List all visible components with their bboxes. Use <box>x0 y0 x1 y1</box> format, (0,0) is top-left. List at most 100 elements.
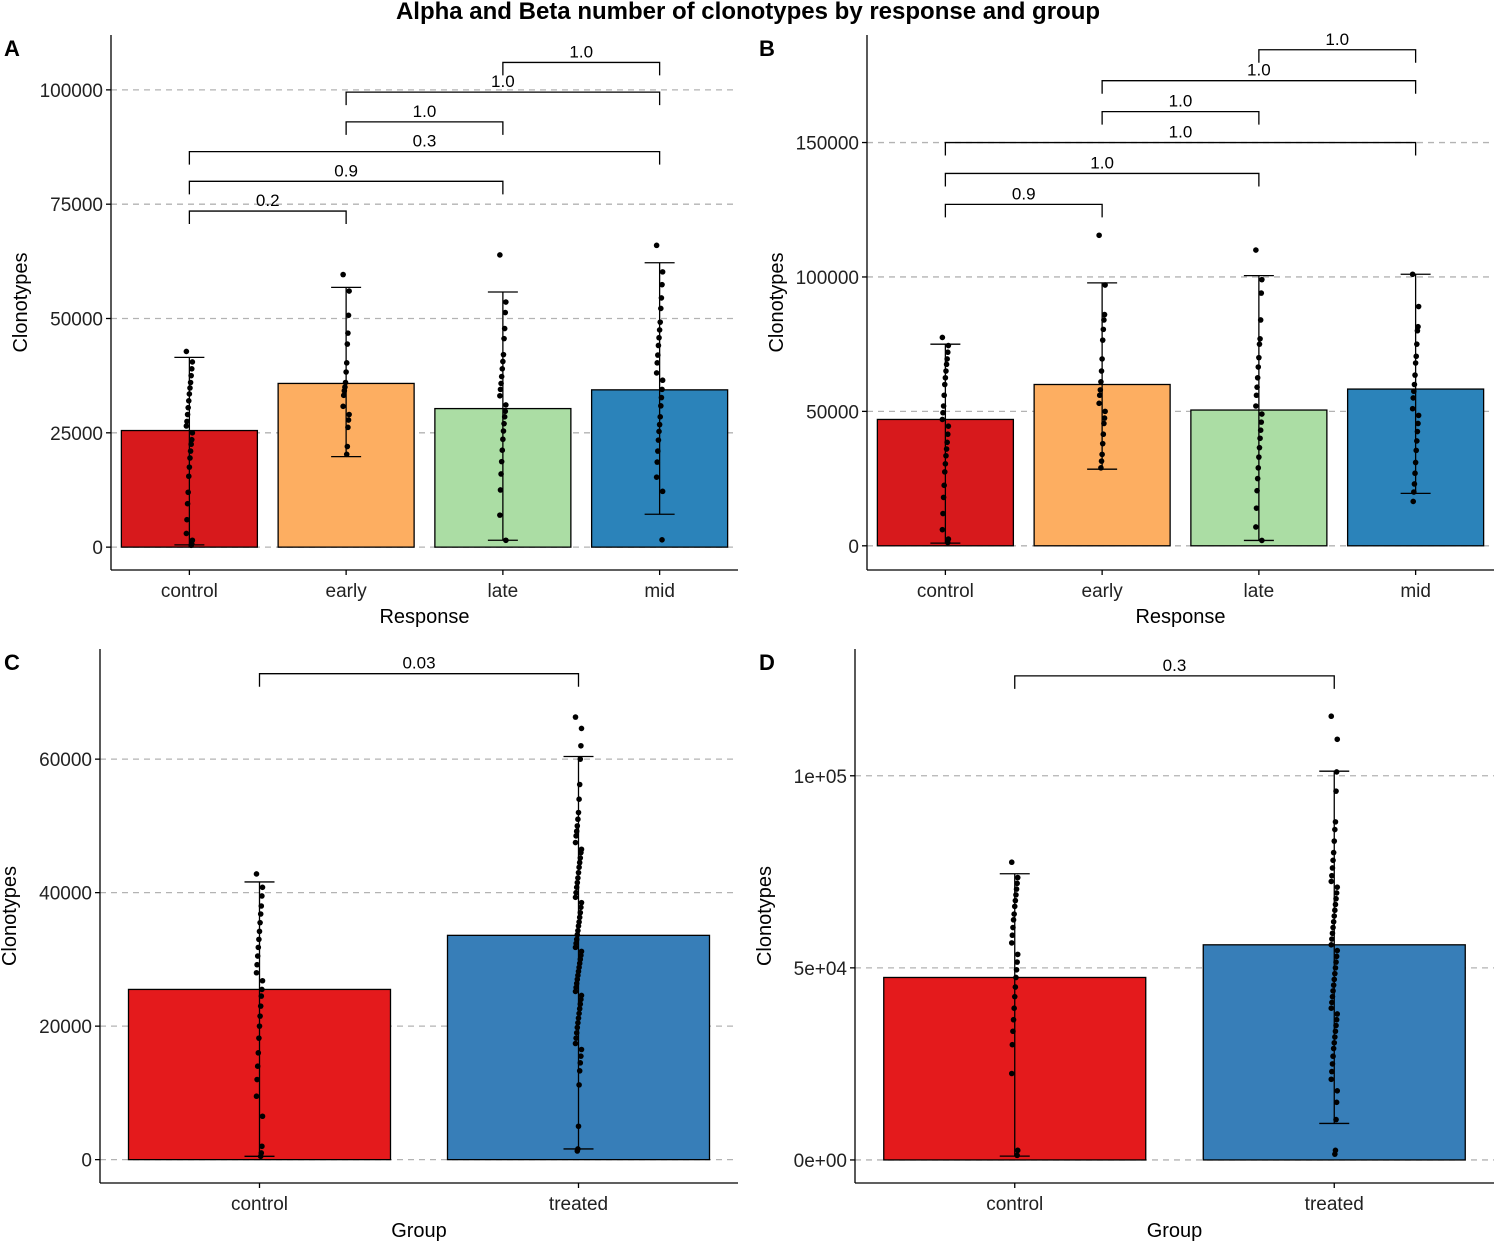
data-point <box>656 327 663 333</box>
data-point <box>1014 1147 1021 1154</box>
bracket-line <box>258 673 580 687</box>
data-point <box>941 482 947 489</box>
p-value-label: 1.0 <box>1325 30 1349 49</box>
data-point <box>1412 470 1418 477</box>
data-point <box>1332 907 1338 914</box>
data-point <box>655 437 662 443</box>
data-point <box>184 500 191 507</box>
data-point <box>1256 444 1263 451</box>
data-point <box>576 864 582 871</box>
x-tick-label-early: early <box>326 581 368 602</box>
data-point <box>1328 1076 1335 1083</box>
panel-a: A 0 25000 50000 75000 100000 control early late m… <box>4 35 738 628</box>
data-point <box>1330 924 1336 931</box>
data-point <box>942 461 949 467</box>
bracket-line <box>502 61 661 76</box>
data-point <box>1253 392 1260 399</box>
data-point <box>945 342 952 349</box>
data-point <box>1413 353 1420 360</box>
data-point <box>944 356 950 362</box>
data-point <box>572 714 579 720</box>
significance-bracket: 0.03 <box>258 654 580 687</box>
x-axis-title: Group <box>391 1220 447 1242</box>
data-point <box>497 392 503 399</box>
x-tick-label-early: early <box>1082 581 1124 602</box>
data-point <box>576 1010 582 1017</box>
data-point <box>345 417 352 423</box>
data-point <box>576 796 582 802</box>
data-point <box>574 823 581 829</box>
data-point <box>343 369 349 375</box>
panel-c: C 0 20000 40000 60000 control treated Group Clon… <box>0 649 738 1242</box>
data-point <box>943 452 949 459</box>
data-point <box>1258 290 1265 296</box>
y-tick-label: 150000 <box>796 134 859 155</box>
data-point <box>1411 388 1417 395</box>
data-point <box>346 411 352 418</box>
data-point <box>1013 966 1020 973</box>
panel-label: A <box>4 36 20 61</box>
data-point <box>659 488 666 495</box>
p-value-label: 0.2 <box>256 191 280 210</box>
y-tick-label: 5e+04 <box>794 959 848 980</box>
y-tick-label: 0 <box>81 1151 92 1172</box>
data-point <box>944 439 950 446</box>
data-point <box>575 1020 581 1026</box>
data-point <box>257 911 264 917</box>
data-point <box>1329 865 1336 871</box>
data-point <box>258 903 265 909</box>
data-point <box>184 418 190 425</box>
data-point <box>1333 1099 1340 1106</box>
data-point <box>254 961 260 968</box>
data-point <box>578 899 585 906</box>
data-point <box>574 1024 581 1031</box>
data-point <box>654 459 661 465</box>
bracket-line <box>944 172 1260 187</box>
data-point <box>578 1053 584 1059</box>
data-point <box>659 386 665 393</box>
data-point <box>657 319 664 325</box>
data-point <box>253 1093 260 1100</box>
data-point <box>1010 924 1016 931</box>
data-point <box>1010 1028 1016 1035</box>
data-point <box>659 377 666 384</box>
data-point <box>1010 1016 1017 1023</box>
data-point <box>940 409 946 416</box>
data-point <box>654 360 661 366</box>
data-point <box>1254 374 1261 381</box>
data-point <box>344 341 351 347</box>
data-point <box>1329 936 1335 942</box>
data-point <box>1101 420 1107 427</box>
data-point <box>499 447 506 453</box>
data-point <box>1409 405 1416 412</box>
data-point <box>183 348 190 355</box>
data-point <box>1330 857 1336 864</box>
data-point <box>1008 1070 1015 1077</box>
data-point <box>940 494 947 501</box>
data-point <box>572 1040 579 1047</box>
data-point <box>1330 982 1337 988</box>
x-tick-label-mid: mid <box>644 581 675 602</box>
data-point <box>188 436 195 443</box>
significance-bracket: 1.0 <box>944 153 1260 187</box>
y-tick-label: 40000 <box>39 884 92 905</box>
data-point <box>1329 993 1336 1000</box>
data-point <box>1010 917 1017 923</box>
data-point <box>1331 1039 1338 1046</box>
data-point <box>941 469 948 475</box>
data-point <box>188 542 194 549</box>
data-point <box>1259 411 1265 417</box>
x-axis-title: Response <box>379 606 469 628</box>
data-point <box>187 385 193 391</box>
data-point <box>945 423 952 429</box>
data-point <box>497 512 503 518</box>
data-point <box>186 464 193 470</box>
data-point <box>1410 395 1417 401</box>
data-point <box>501 414 508 420</box>
data-point <box>572 894 579 901</box>
data-point <box>657 414 664 420</box>
data-point <box>1011 1005 1017 1012</box>
data-point <box>1330 918 1337 925</box>
x-axis-title: Response <box>1135 606 1225 628</box>
